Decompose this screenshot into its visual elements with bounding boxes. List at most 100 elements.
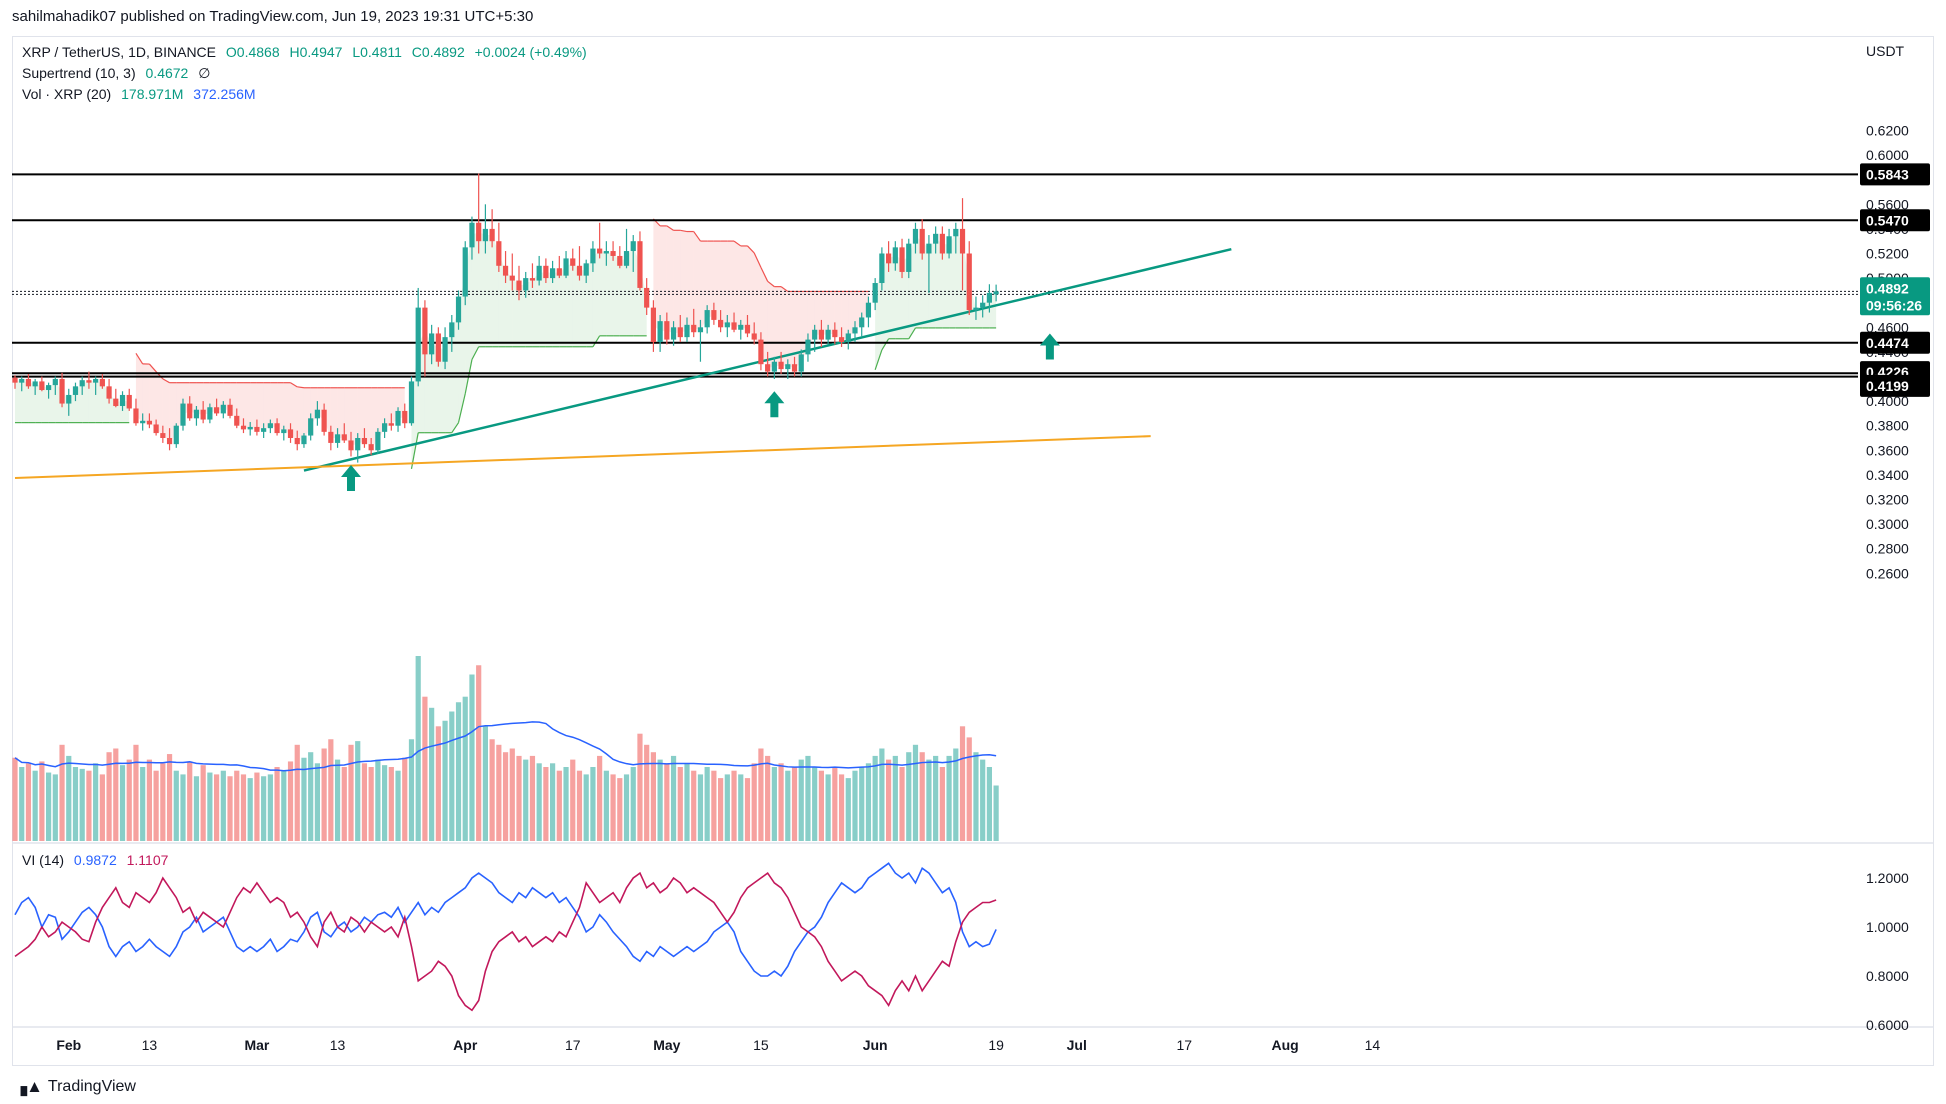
supertrend-fill (767, 281, 775, 368)
volume-bar (583, 774, 589, 841)
volume-bar (785, 770, 791, 841)
candle-body (953, 228, 959, 237)
volume-bar (933, 755, 939, 841)
supertrend-label: Supertrend (10, 3) (22, 65, 136, 81)
supertrend-fill (156, 371, 163, 436)
supertrend-fill (330, 387, 338, 439)
supertrend-line (471, 346, 480, 360)
volume-bar (590, 767, 596, 841)
volume-bar (912, 744, 919, 841)
volume-bar (758, 748, 764, 841)
volume-bar (617, 778, 623, 841)
tradingview-logo-icon: ▗▲ (14, 1077, 43, 1096)
volume-bar (953, 748, 959, 841)
volume-bar (355, 741, 361, 841)
supertrend-fill (572, 262, 580, 347)
candle-body (657, 321, 663, 343)
supertrend-fill (727, 241, 735, 327)
support-arrow-icon (341, 465, 361, 492)
candle-body (180, 403, 186, 426)
candle-body (287, 429, 294, 438)
volume-bar (623, 774, 630, 841)
volume-bar (529, 755, 536, 841)
volume-bar (86, 770, 92, 841)
axes-layer: USDT0.62000.60000.58000.56000.54000.5200… (12, 43, 1934, 1053)
volume-bar (886, 759, 892, 841)
candle-body (670, 327, 677, 340)
volume-layer (12, 656, 999, 841)
supertrend-fill (519, 284, 526, 347)
price-tick: 0.3200 (1866, 492, 1909, 508)
candle-body (234, 415, 240, 426)
volume-bar (684, 763, 690, 841)
supertrend-fill (653, 218, 661, 332)
candle-body (738, 324, 744, 330)
supertrend-fill (290, 382, 298, 442)
supertrend-fill (149, 364, 157, 429)
supertrend-fill (196, 382, 204, 415)
volume-bar (697, 774, 704, 841)
candle-body (664, 321, 670, 340)
candle-body (744, 324, 751, 334)
price-tick: 0.2600 (1866, 565, 1909, 581)
volume-bar (711, 770, 717, 841)
price-tick: 0.4600 (1866, 319, 1909, 335)
candle-body (160, 433, 166, 438)
candle-body (939, 233, 945, 254)
supertrend-layer (15, 218, 997, 469)
candle-body (173, 425, 179, 445)
supertrend-fill (619, 258, 627, 336)
volume-bar (187, 761, 193, 841)
chart-frame (12, 36, 1934, 1066)
legend-low: L0.4811 (352, 44, 402, 60)
candle-body (348, 440, 354, 451)
candle-body (382, 423, 388, 432)
supertrend-fill (203, 382, 210, 415)
volume-bar (845, 778, 851, 841)
supertrend-fill (263, 382, 271, 431)
candle-body (718, 319, 724, 328)
supertrend-fill (505, 270, 513, 347)
supertrend-line (148, 363, 157, 373)
volume-bar (771, 767, 777, 841)
volume-bar (321, 748, 327, 841)
volume-bar (267, 774, 273, 841)
price-tick: 0.3600 (1866, 442, 1909, 458)
tradingview-logo[interactable]: ▗▲ TradingView (14, 1077, 136, 1097)
candle-body (684, 324, 690, 338)
supertrend-fill (895, 255, 903, 339)
candle-body (146, 420, 152, 425)
candle-body (247, 426, 253, 430)
candle-body (509, 275, 515, 281)
supertrend-fill (734, 241, 741, 328)
volume-bar (919, 752, 925, 841)
supertrend-fill (915, 236, 923, 328)
volume-bar (852, 770, 858, 841)
candle-body (603, 251, 609, 254)
legend-supertrend: Supertrend (10, 3) 0.4672 ∅ (22, 65, 216, 82)
supertrend-fill (324, 387, 331, 438)
volume-bar (140, 767, 146, 841)
volume-bar (113, 748, 119, 841)
candle-body (166, 438, 173, 445)
candle-body (966, 253, 972, 311)
supertrend-line (457, 393, 466, 423)
supertrend-line (297, 386, 305, 389)
price-tick: 0.3000 (1866, 516, 1909, 532)
supertrend-fill (955, 232, 963, 328)
volume-bar (193, 776, 200, 841)
candle-body (200, 409, 206, 420)
volume-bar (570, 759, 576, 841)
volume-bar (375, 759, 381, 841)
volume-bar (435, 726, 441, 841)
supertrend-fill (559, 267, 567, 347)
candle-body (623, 251, 630, 266)
vi-plus-line (14, 862, 997, 978)
volume-bar (361, 763, 368, 841)
volume-bar (402, 757, 408, 841)
candle-body (52, 378, 58, 386)
volume-bar (72, 767, 79, 841)
last-price-tag: 0.4892 (1866, 280, 1909, 296)
price-tick: 0.5600 (1866, 196, 1909, 212)
